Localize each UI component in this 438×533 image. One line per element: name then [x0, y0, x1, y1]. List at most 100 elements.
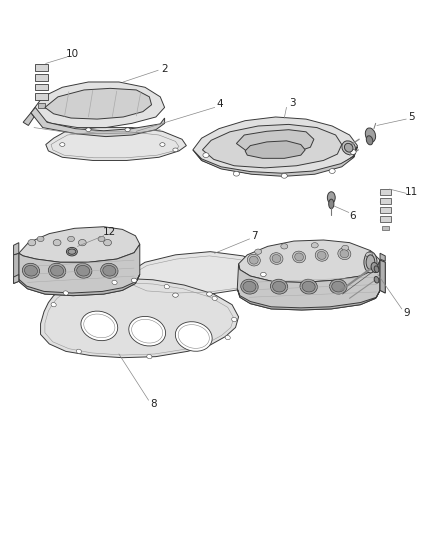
- Polygon shape: [239, 240, 380, 282]
- Ellipse shape: [125, 128, 130, 132]
- Ellipse shape: [329, 168, 335, 173]
- Ellipse shape: [50, 265, 64, 276]
- Text: 9: 9: [404, 308, 410, 318]
- Ellipse shape: [329, 279, 347, 294]
- FancyBboxPatch shape: [380, 189, 391, 196]
- Ellipse shape: [25, 265, 38, 276]
- Ellipse shape: [327, 192, 335, 204]
- Ellipse shape: [232, 317, 237, 322]
- FancyBboxPatch shape: [380, 198, 391, 205]
- Ellipse shape: [212, 296, 217, 301]
- Ellipse shape: [272, 281, 286, 292]
- Ellipse shape: [86, 128, 91, 132]
- Text: 2: 2: [161, 64, 168, 74]
- Ellipse shape: [78, 239, 86, 246]
- Ellipse shape: [49, 263, 66, 278]
- Polygon shape: [14, 274, 19, 284]
- FancyBboxPatch shape: [35, 74, 47, 81]
- Ellipse shape: [281, 173, 287, 178]
- FancyBboxPatch shape: [380, 207, 391, 214]
- Ellipse shape: [173, 148, 178, 152]
- Ellipse shape: [207, 292, 212, 296]
- Ellipse shape: [53, 239, 61, 246]
- Ellipse shape: [243, 281, 256, 292]
- Ellipse shape: [366, 252, 373, 257]
- Ellipse shape: [247, 254, 260, 266]
- Polygon shape: [19, 227, 140, 262]
- Polygon shape: [237, 130, 314, 154]
- Ellipse shape: [74, 263, 92, 278]
- Ellipse shape: [68, 249, 76, 254]
- Ellipse shape: [342, 141, 356, 155]
- Ellipse shape: [98, 236, 105, 241]
- FancyBboxPatch shape: [380, 216, 391, 222]
- Ellipse shape: [250, 256, 258, 264]
- Ellipse shape: [76, 349, 81, 353]
- Ellipse shape: [178, 325, 209, 349]
- Ellipse shape: [28, 239, 36, 246]
- Text: 7: 7: [251, 231, 258, 241]
- Ellipse shape: [160, 143, 165, 147]
- Ellipse shape: [104, 239, 112, 246]
- Text: 4: 4: [216, 99, 223, 109]
- Ellipse shape: [311, 243, 318, 248]
- Ellipse shape: [51, 303, 56, 307]
- Ellipse shape: [366, 136, 373, 145]
- Ellipse shape: [22, 263, 40, 278]
- Ellipse shape: [147, 354, 152, 359]
- Ellipse shape: [67, 247, 78, 256]
- Polygon shape: [380, 260, 385, 293]
- Ellipse shape: [365, 128, 376, 142]
- Ellipse shape: [318, 252, 326, 260]
- Text: 11: 11: [405, 187, 418, 197]
- Polygon shape: [14, 253, 19, 284]
- Ellipse shape: [371, 262, 378, 272]
- Ellipse shape: [364, 252, 377, 273]
- Text: 6: 6: [350, 211, 357, 221]
- Ellipse shape: [293, 251, 306, 263]
- Ellipse shape: [270, 253, 283, 264]
- Ellipse shape: [374, 266, 379, 272]
- Ellipse shape: [175, 322, 212, 351]
- Ellipse shape: [344, 143, 353, 152]
- Ellipse shape: [131, 278, 137, 282]
- Ellipse shape: [261, 272, 266, 277]
- Polygon shape: [23, 113, 34, 125]
- Polygon shape: [46, 127, 186, 160]
- Ellipse shape: [328, 199, 334, 209]
- Ellipse shape: [300, 279, 318, 294]
- Ellipse shape: [366, 255, 375, 270]
- Polygon shape: [14, 243, 19, 255]
- Ellipse shape: [295, 253, 304, 261]
- Polygon shape: [193, 147, 357, 176]
- Ellipse shape: [242, 286, 248, 290]
- Ellipse shape: [281, 244, 288, 249]
- Ellipse shape: [332, 281, 345, 292]
- Polygon shape: [19, 244, 140, 296]
- Ellipse shape: [302, 281, 315, 292]
- Text: 10: 10: [65, 50, 78, 59]
- Ellipse shape: [270, 279, 288, 294]
- Polygon shape: [31, 82, 165, 127]
- Ellipse shape: [225, 335, 230, 340]
- Ellipse shape: [131, 319, 163, 343]
- Ellipse shape: [164, 285, 170, 289]
- Polygon shape: [31, 108, 165, 136]
- Polygon shape: [245, 141, 305, 158]
- FancyBboxPatch shape: [382, 225, 389, 230]
- Polygon shape: [193, 117, 357, 175]
- Ellipse shape: [103, 265, 116, 276]
- Ellipse shape: [81, 311, 118, 341]
- Polygon shape: [41, 278, 239, 358]
- Ellipse shape: [233, 171, 240, 176]
- Text: 3: 3: [289, 98, 295, 108]
- Polygon shape: [202, 124, 342, 168]
- Ellipse shape: [60, 143, 65, 147]
- Polygon shape: [122, 252, 269, 296]
- Ellipse shape: [129, 317, 166, 346]
- Ellipse shape: [340, 250, 349, 258]
- Ellipse shape: [173, 293, 178, 297]
- FancyBboxPatch shape: [35, 84, 47, 91]
- Polygon shape: [237, 289, 380, 310]
- Polygon shape: [19, 274, 140, 296]
